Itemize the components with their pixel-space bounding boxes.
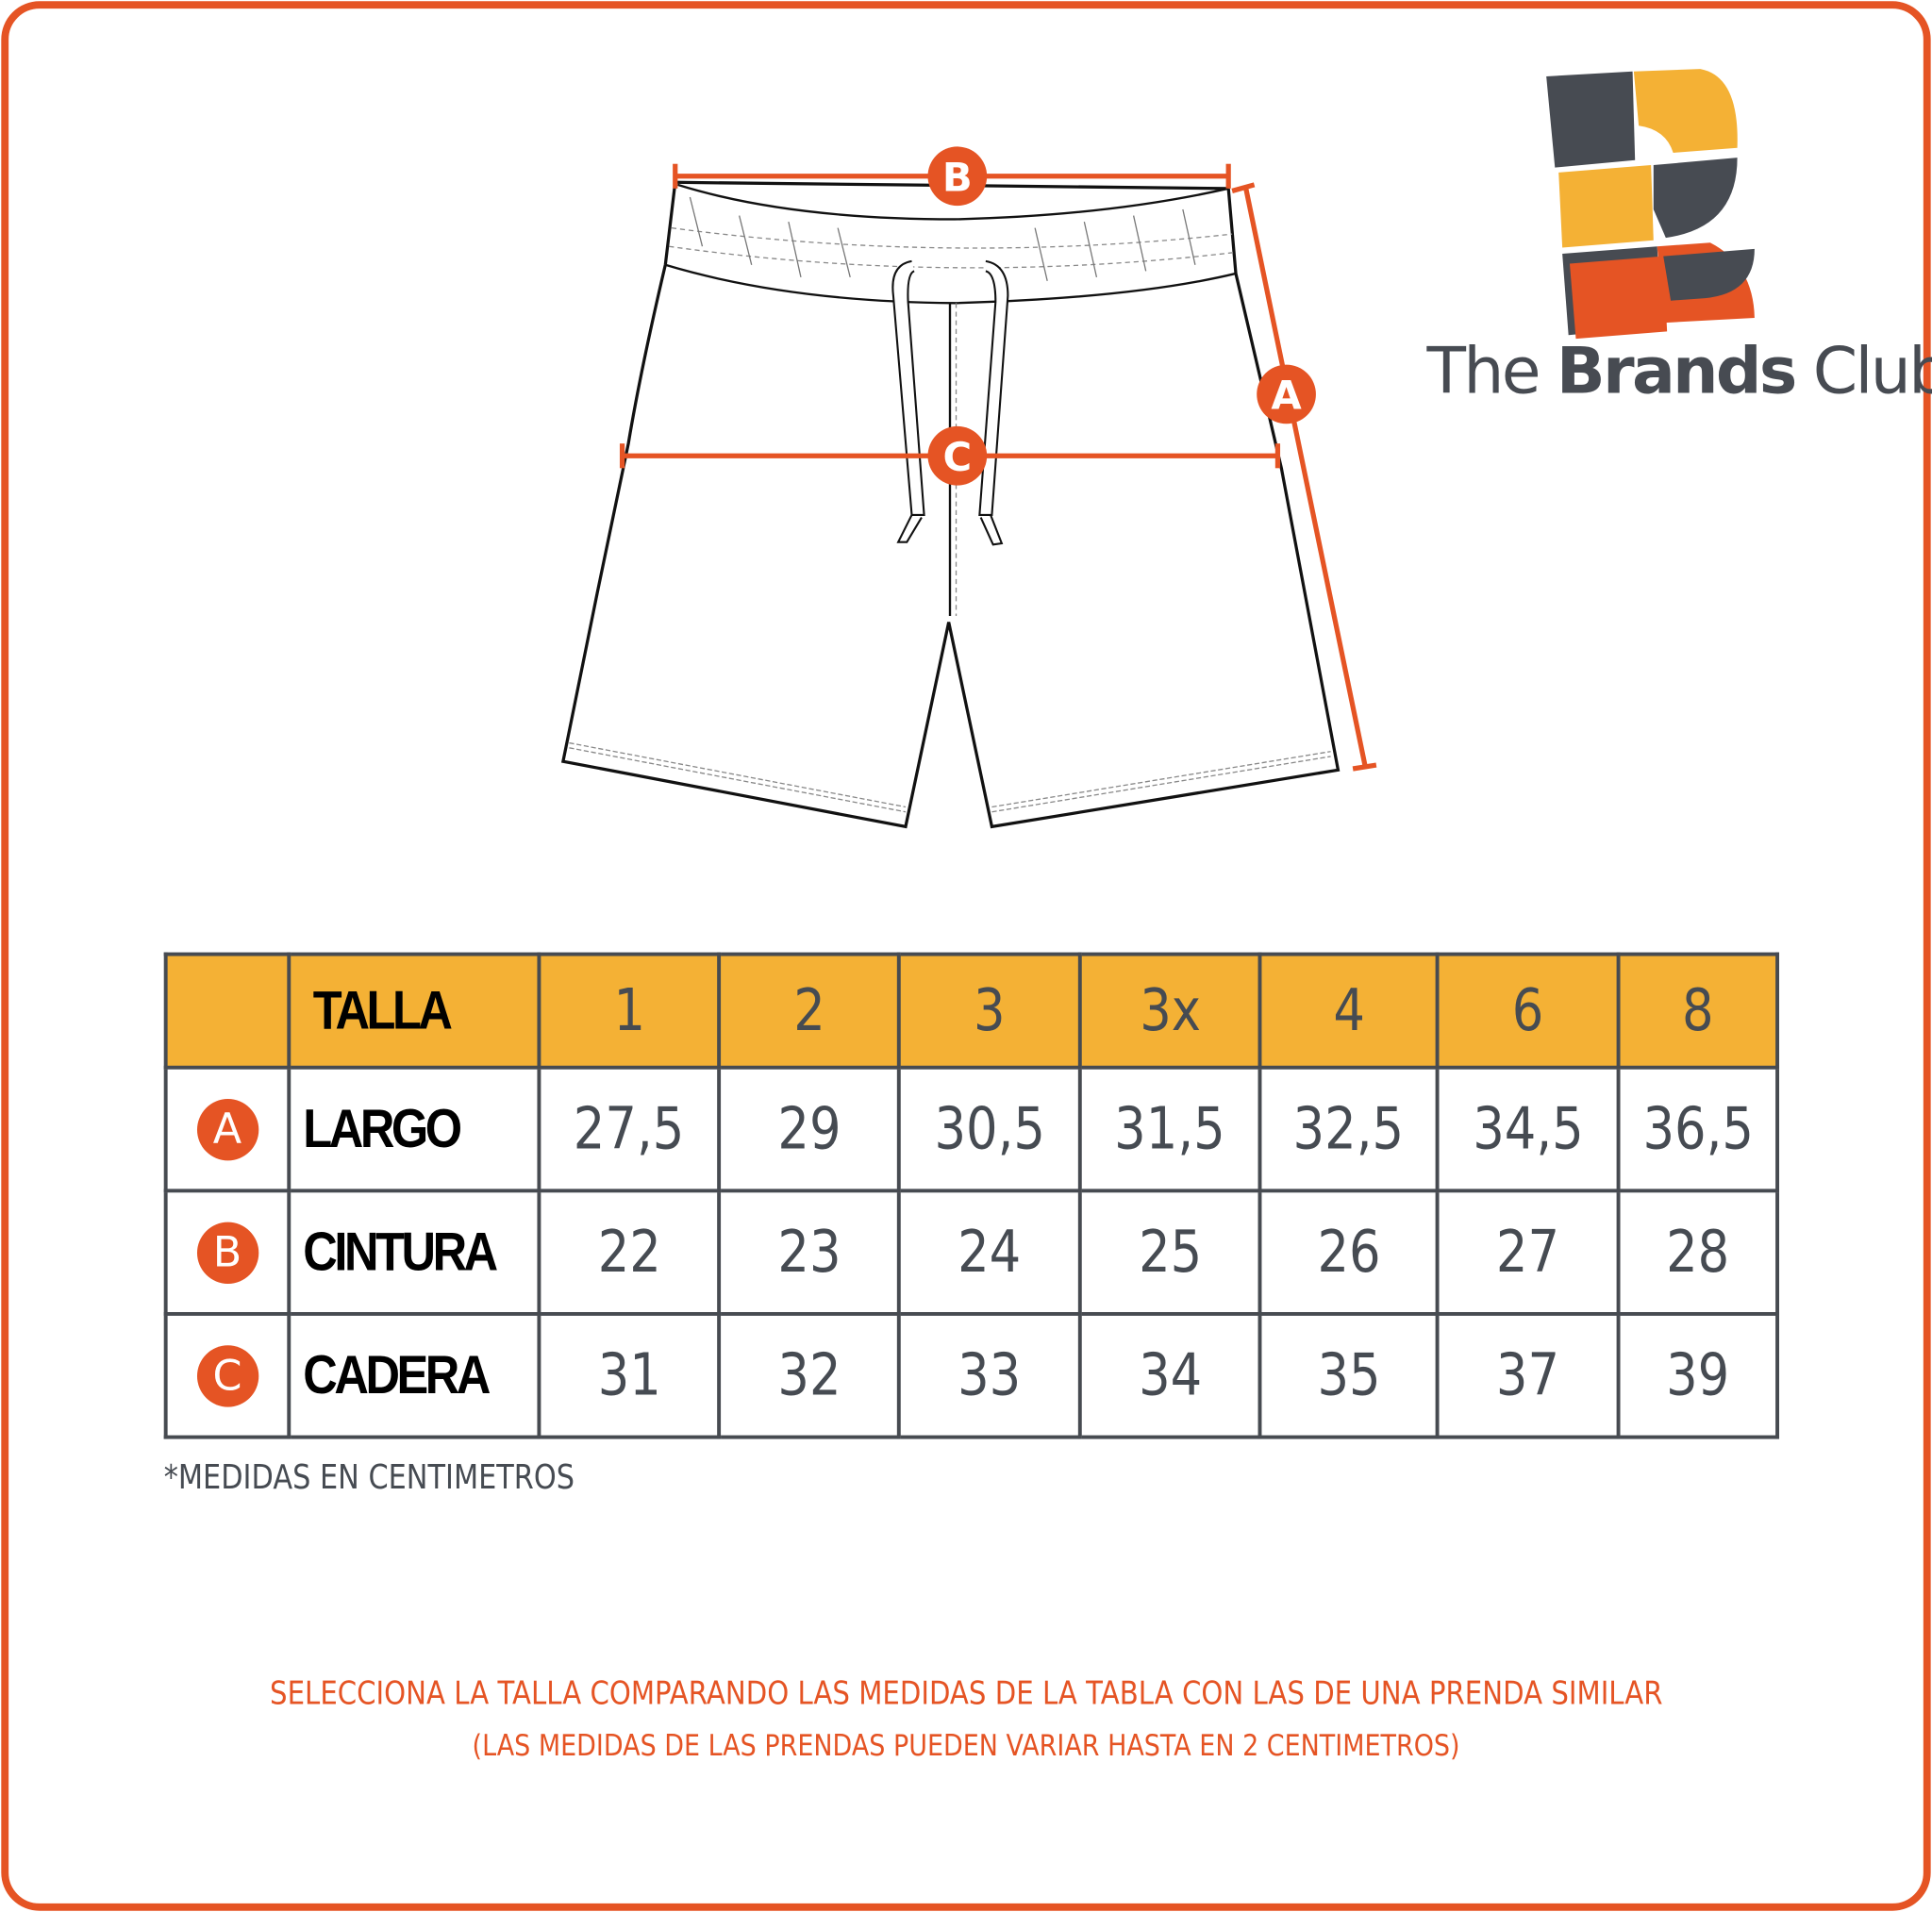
marker-c-label: C [943,434,973,480]
table-cell: 34 [1077,1311,1262,1439]
table-cell: 32 [717,1311,901,1439]
table-cell: 29 [717,1065,901,1193]
table-cell: 35 [1257,1311,1440,1439]
header-size: 3x [1077,952,1262,1070]
badge-c: C [196,1344,258,1406]
size-table: TALLA 1 2 3 3x 4 6 8 A LARGO 27,5 29 30,… [163,952,1780,1439]
table-cell: 31 [537,1311,722,1439]
table-cell: 28 [1616,1189,1780,1316]
table-cell: 25 [1077,1189,1262,1316]
table-cell: 36,5 [1616,1065,1780,1193]
header-size: 4 [1257,952,1440,1070]
table-cell: 24 [896,1189,1082,1316]
table-row-cadera: C CADERA 31 32 33 34 35 37 39 [163,1311,1780,1439]
brand-name-brands: Brands [1556,335,1797,409]
table-cell: 26 [1257,1189,1440,1316]
badge-a: A [196,1098,258,1160]
table-row-largo: A LARGO 27,5 29 30,5 31,5 32,5 34,5 36,5 [163,1065,1780,1193]
brand-logo-icon [1546,69,1755,340]
badge-b: B [196,1221,258,1284]
table-cell: 30,5 [896,1065,1082,1193]
table-row-cintura: B CINTURA 22 23 24 25 26 27 28 [163,1189,1780,1316]
table-cell: 33 [896,1311,1082,1439]
header-size: 8 [1616,952,1780,1070]
table-cell: 32,5 [1257,1065,1440,1193]
row-label: LARGO [287,1065,541,1193]
row-label: CADERA [287,1311,541,1439]
brand-name-club: Club [1812,335,1932,409]
header-empty-cell [163,952,291,1070]
header-size: 3 [896,952,1082,1070]
marker-b: B [927,146,988,207]
row-label: CINTURA [287,1189,541,1316]
table-cell: 39 [1616,1311,1780,1439]
table-cell: 31,5 [1077,1065,1262,1193]
header-talla: TALLA [287,952,541,1070]
brand-name: The Brands Club [1426,335,1932,408]
marker-c: C [927,425,988,486]
marker-a-label: A [1271,373,1302,419]
table-cell: 34,5 [1435,1065,1621,1193]
marker-a: A [1257,364,1316,424]
header-size: 6 [1435,952,1621,1070]
marker-b-label: B [942,154,973,200]
row-badge-cell: B [163,1189,291,1316]
row-badge-cell: C [163,1311,291,1439]
brand-name-the: The [1426,335,1541,409]
table-cell: 27 [1435,1189,1621,1316]
header-size: 2 [717,952,901,1070]
table-cell: 27,5 [537,1065,722,1193]
size-advice-note: SELECCIONA LA TALLA COMPARANDO LAS MEDID… [269,1675,1663,1713]
units-footnote: *MEDIDAS EN CENTIMETROS [163,1458,575,1497]
shorts-diagram [560,180,1341,829]
table-cell: 37 [1435,1311,1621,1439]
table-cell: 23 [717,1189,901,1316]
table-header-row: TALLA 1 2 3 3x 4 6 8 [163,952,1780,1070]
measure-a-line [1231,182,1377,772]
header-size: 1 [537,952,722,1070]
row-badge-cell: A [163,1065,291,1193]
size-variance-note: (LAS MEDIDAS DE LAS PRENDAS PUEDEN VARIA… [472,1728,1460,1764]
table-cell: 22 [537,1189,722,1316]
